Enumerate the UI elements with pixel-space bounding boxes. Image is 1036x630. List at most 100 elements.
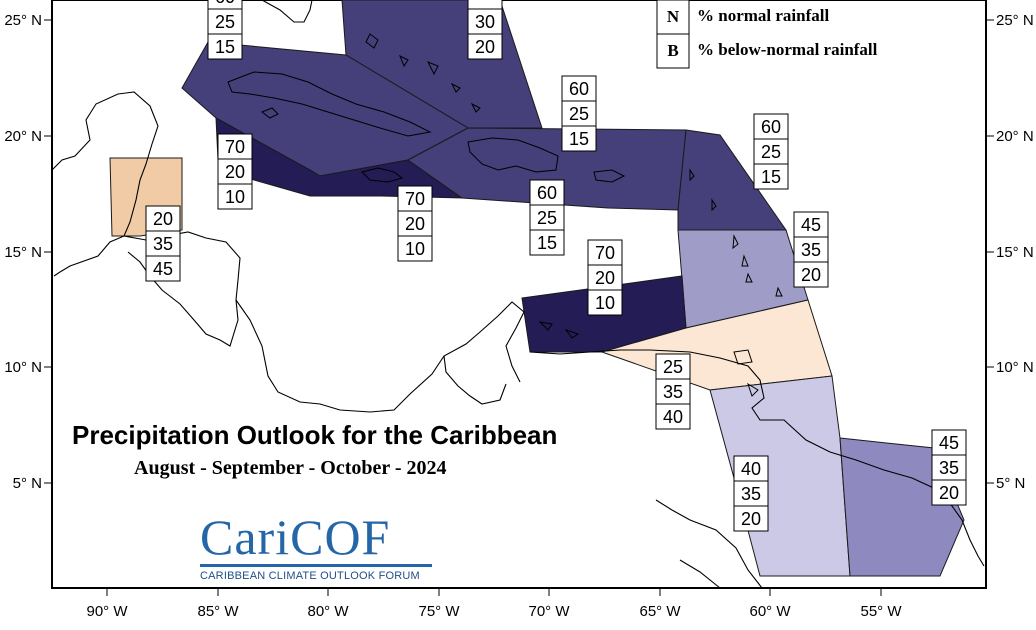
logo-wordmark: CariCOF xyxy=(200,509,391,565)
legend-key: N xyxy=(667,7,680,26)
prob-cell xyxy=(753,113,789,140)
lat-label: 5° N xyxy=(13,475,42,492)
prob-cell xyxy=(793,211,829,238)
prob-cell xyxy=(793,261,829,288)
prob-value: 15 xyxy=(215,37,235,57)
lat-label: 10° N xyxy=(4,359,42,376)
lat-label: 25° N xyxy=(996,12,1034,29)
lon-label: 70° W xyxy=(528,603,570,620)
prob-value: 40 xyxy=(741,459,761,479)
prob-cell xyxy=(217,183,253,210)
prob-value: 15 xyxy=(761,167,781,187)
prob-cell xyxy=(561,125,597,152)
prob-cell xyxy=(753,138,789,165)
prob-cell xyxy=(397,210,433,237)
prob-cell xyxy=(397,235,433,262)
prob-cell xyxy=(733,455,769,482)
legend-label: % below-normal rainfall xyxy=(697,40,878,59)
prob-value: 20 xyxy=(741,509,761,529)
latitude-labels-left: 25° N 20° N 15° N 10° N 5° N xyxy=(4,12,42,492)
prob-value: 25 xyxy=(215,12,235,32)
region-guyana xyxy=(709,375,851,577)
prob-value: 35 xyxy=(741,484,761,504)
prob-value: 60 xyxy=(537,183,557,203)
prob-box-leeward-islands: 60 25 15 xyxy=(753,113,789,190)
prob-value: 70 xyxy=(595,243,615,263)
lon-label: 55° W xyxy=(860,603,902,620)
prob-value: 30 xyxy=(475,12,495,32)
lat-label: 10° N xyxy=(996,359,1034,376)
prob-cell xyxy=(655,378,691,405)
prob-cell xyxy=(217,158,253,185)
lon-label: 85° W xyxy=(197,603,239,620)
legend-key: B xyxy=(667,41,678,60)
prob-box-belize: 20 35 45 xyxy=(145,205,181,282)
prob-value: 45 xyxy=(801,215,821,235)
legend: N % normal rainfall B % below-normal rai… xyxy=(656,0,878,69)
prob-value: 10 xyxy=(405,239,425,259)
prob-cell xyxy=(931,454,967,481)
prob-cell xyxy=(529,179,565,206)
prob-value: 70 xyxy=(225,137,245,157)
prob-value: 10 xyxy=(595,293,615,313)
prob-box-windward-islands: 45 35 20 xyxy=(793,211,829,288)
logo-rule xyxy=(200,564,432,567)
prob-cell xyxy=(561,75,597,102)
prob-cell xyxy=(733,505,769,532)
prob-cell xyxy=(587,289,623,316)
prob-cell xyxy=(931,479,967,506)
prob-cell xyxy=(145,255,181,282)
prob-cell xyxy=(529,229,565,256)
prob-value: 60 xyxy=(761,117,781,137)
islands xyxy=(227,33,783,397)
prob-value: 10 xyxy=(225,187,245,207)
prob-box-cuba-south: 70 20 10 xyxy=(217,133,253,210)
prob-value: 25 xyxy=(761,142,781,162)
lon-label: 65° W xyxy=(639,603,681,620)
prob-cell xyxy=(467,0,503,10)
map-title: Precipitation Outlook for the Caribbean xyxy=(72,420,558,450)
prob-value: 25 xyxy=(537,208,557,228)
forecast-regions xyxy=(109,0,965,577)
prob-value: 60 xyxy=(215,0,235,7)
prob-cell xyxy=(529,204,565,231)
prob-value: 20 xyxy=(225,162,245,182)
lat-label: 15° N xyxy=(996,244,1034,261)
prob-value: 20 xyxy=(153,209,173,229)
lon-label: 90° W xyxy=(86,603,128,620)
prob-value: 70 xyxy=(405,189,425,209)
lat-label: 20° N xyxy=(4,128,42,145)
prob-value: 35 xyxy=(663,382,683,402)
prob-cell xyxy=(207,33,243,60)
legend-label: % normal rainfall xyxy=(697,6,829,25)
lat-label: 15° N xyxy=(4,244,42,261)
lon-label: 60° W xyxy=(749,603,791,620)
legend-key-box xyxy=(656,33,690,69)
map-frame xyxy=(51,0,987,589)
prob-box-guyana: 40 35 20 xyxy=(733,455,769,532)
prob-cell xyxy=(753,163,789,190)
prob-value: 45 xyxy=(153,259,173,279)
prob-box-abc-islands: 70 20 10 xyxy=(587,239,623,316)
logo-tagline: CARIBBEAN CLIMATE OUTLOOK FORUM xyxy=(200,570,420,582)
prob-value: 60 xyxy=(569,79,589,99)
prob-value: 40 xyxy=(663,407,683,427)
longitude-labels: 90° W 85° W 80° W 75° W 70° W 65° W 60° … xyxy=(86,603,902,620)
prob-cell xyxy=(467,8,503,35)
prob-box-western-cuba-north: 60 25 15 xyxy=(207,0,243,60)
lon-label: 80° W xyxy=(307,603,349,620)
prob-value: 45 xyxy=(939,433,959,453)
caricof-logo: CariCOF CARIBBEAN CLIMATE OUTLOOK FORUM xyxy=(200,512,436,582)
latitude-labels-right: 25° N 20° N 15° N 10° N 5° N xyxy=(996,12,1034,492)
prob-value: 35 xyxy=(939,458,959,478)
prob-cell xyxy=(655,353,691,380)
prob-value: 20 xyxy=(405,214,425,234)
prob-box-hispaniola-south: 60 25 15 xyxy=(561,75,597,152)
prob-cell xyxy=(145,230,181,257)
prob-box-trinidad: 25 35 40 xyxy=(655,353,691,430)
probability-boxes: 3020602515702010702010602515602515602515… xyxy=(145,0,967,532)
map-subtitle: August - September - October - 2024 xyxy=(134,457,447,479)
lat-label: 25° N xyxy=(4,12,42,29)
